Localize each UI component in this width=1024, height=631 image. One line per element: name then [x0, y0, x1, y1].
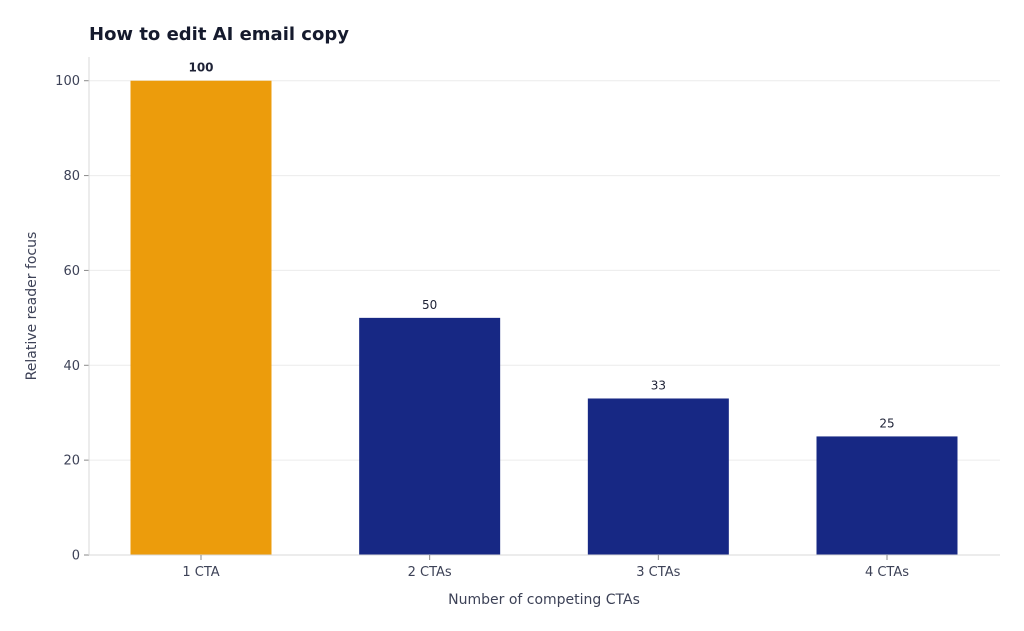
bar: [359, 317, 501, 555]
y-axis-label: Relative reader focus: [24, 232, 40, 381]
y-tick-label: 60: [63, 264, 80, 279]
data-label: 25: [879, 416, 894, 430]
data-label: 100: [188, 61, 213, 75]
bar: [587, 398, 729, 555]
bar: [816, 436, 958, 555]
data-label: 50: [422, 298, 437, 312]
x-tick-label: 1 CTA: [182, 565, 219, 580]
bars: [130, 80, 958, 555]
x-tick-label: 4 CTAs: [865, 565, 909, 580]
chart-title: How to edit AI email copy: [89, 24, 349, 45]
bar: [130, 80, 272, 555]
y-tick-label: 80: [63, 169, 80, 184]
y-tick-label: 20: [63, 454, 80, 469]
y-tick-label: 0: [72, 549, 80, 564]
y-tick-label: 100: [55, 74, 80, 89]
data-labels: 100 50 33 25: [188, 61, 894, 431]
y-tick-label: 40: [63, 359, 80, 374]
x-axis-label: Number of competing CTAs: [448, 592, 640, 608]
x-tick-label: 3 CTAs: [636, 565, 680, 580]
x-tick-label: 2 CTAs: [408, 565, 452, 580]
data-label: 33: [651, 378, 666, 392]
axes: 0 20 40 60 80 100 1 CTA 2 CTAs 3 CTAs 4 CTAs: [55, 57, 1000, 580]
